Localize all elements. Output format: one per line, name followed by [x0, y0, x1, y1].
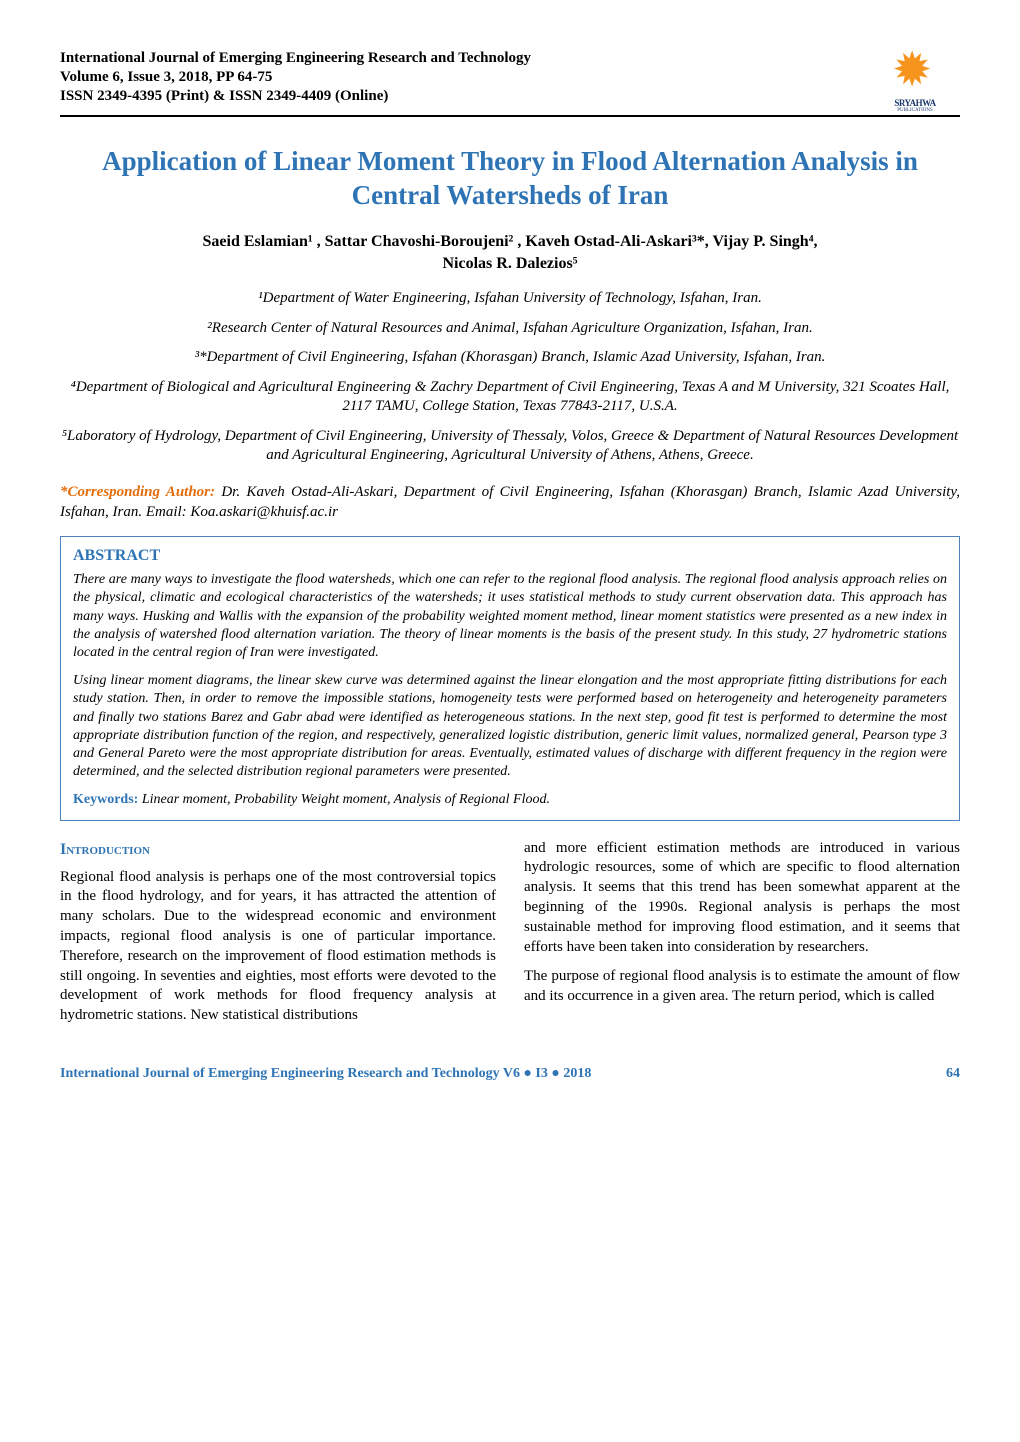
column-left: Introduction Regional flood analysis is …: [60, 839, 496, 1036]
journal-meta: International Journal of Emerging Engine…: [60, 50, 960, 105]
affiliation-4: ⁴Department of Biological and Agricultur…: [60, 378, 960, 417]
journal-issn: ISSN 2349-4395 (Print) & ISSN 2349-4409 …: [60, 88, 960, 105]
affiliation-3: ³*Department of Civil Engineering, Isfah…: [60, 348, 960, 368]
intro-right-para-1: and more efficient estimation methods ar…: [524, 839, 960, 958]
journal-name: International Journal of Emerging Engine…: [60, 50, 960, 67]
corresponding-author: *Corresponding Author: Dr. Kaveh Ostad-A…: [60, 482, 960, 523]
authors-block: Saeid Eslamian¹ , Sattar Chavoshi-Borouj…: [60, 231, 960, 276]
introduction-heading: Introduction: [60, 839, 496, 860]
journal-header: International Journal of Emerging Engine…: [60, 50, 960, 105]
abstract-para-2: Using linear moment diagrams, the linear…: [73, 672, 947, 781]
keywords-line: Keywords: Linear moment, Probability Wei…: [73, 791, 947, 809]
affiliation-5: ⁵Laboratory of Hydrology, Department of …: [60, 427, 960, 466]
column-right: and more efficient estimation methods ar…: [524, 839, 960, 1036]
keywords-text: Linear moment, Probability Weight moment…: [138, 792, 550, 807]
paper-title: Application of Linear Moment Theory in F…: [60, 145, 960, 213]
body-columns: Introduction Regional flood analysis is …: [60, 839, 960, 1036]
intro-left-para: Regional flood analysis is perhaps one o…: [60, 868, 496, 1026]
affiliation-1: ¹Department of Water Engineering, Isfaha…: [60, 289, 960, 309]
journal-volume: Volume 6, Issue 3, 2018, PP 64-75: [60, 69, 960, 86]
footer: International Journal of Emerging Engine…: [60, 1066, 960, 1082]
abstract-heading: ABSTRACT: [73, 547, 947, 565]
footer-page-number: 64: [946, 1066, 960, 1082]
affiliation-2: ²Research Center of Natural Resources an…: [60, 319, 960, 339]
abstract-para-1: There are many ways to investigate the f…: [73, 571, 947, 662]
keywords-label: Keywords:: [73, 792, 138, 807]
corresponding-label: *Corresponding Author:: [60, 484, 215, 500]
logo-subtext: PUBLICATIONS: [870, 108, 960, 113]
publisher-logo: SRYAHWA PUBLICATIONS: [870, 50, 960, 120]
authors-line-1: Saeid Eslamian¹ , Sattar Chavoshi-Borouj…: [203, 233, 818, 250]
abstract-box: ABSTRACT There are many ways to investig…: [60, 536, 960, 820]
logo-burst-icon: [890, 50, 940, 100]
header-divider: [60, 115, 960, 117]
authors-line-2: Nicolas R. Dalezios⁵: [443, 255, 578, 272]
intro-right-para-2: The purpose of regional flood analysis i…: [524, 967, 960, 1007]
footer-left: International Journal of Emerging Engine…: [60, 1066, 591, 1082]
